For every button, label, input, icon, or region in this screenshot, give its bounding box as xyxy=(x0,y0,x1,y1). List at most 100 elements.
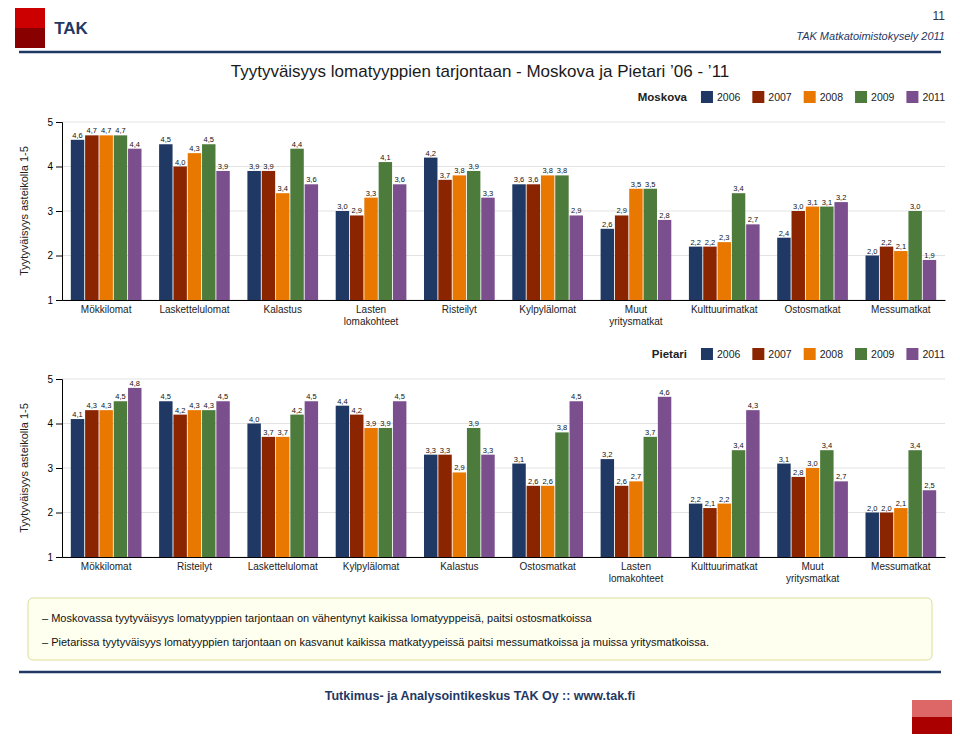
x-tick: Ostosmatkat xyxy=(520,561,576,572)
x-tick-label: Kulttuurimatkat xyxy=(691,561,758,572)
bar xyxy=(247,171,260,300)
bar xyxy=(820,450,833,557)
x-tick-label-line: Ostosmatkat xyxy=(520,561,576,572)
bar xyxy=(71,419,84,557)
y-tick-mark xyxy=(56,256,62,257)
x-tick-label: Mökkilomat xyxy=(81,561,132,572)
bar xyxy=(923,260,936,300)
chart: 4,64,53,93,04,23,62,62,22,42,04,74,03,92… xyxy=(18,91,946,345)
bar xyxy=(512,464,525,557)
bar-series xyxy=(128,149,936,300)
x-tick: Kulttuurimatkat xyxy=(691,561,758,572)
x-axis: MökkilomatLaskettelulomatKalastusLastenl… xyxy=(63,301,946,327)
bar xyxy=(894,251,907,300)
x-axis: MökkilomatRisteilytLaskettelulomatKylpyl… xyxy=(63,558,946,584)
data-label: 2,2 xyxy=(690,495,700,504)
bar xyxy=(718,504,731,557)
data-label: 4,4 xyxy=(292,140,302,149)
y-tick: 1 xyxy=(47,295,62,306)
footnote-box xyxy=(28,598,932,660)
bar xyxy=(806,468,819,557)
data-label: 2,9 xyxy=(454,463,464,472)
x-tick: Ostosmatkat xyxy=(784,304,840,315)
bar xyxy=(128,388,141,557)
bar xyxy=(527,486,540,557)
bar xyxy=(658,397,671,557)
bar xyxy=(424,158,437,300)
bar xyxy=(114,135,127,300)
data-label: 2,6 xyxy=(616,477,626,486)
x-tick-label-line: lomakohteet xyxy=(609,573,664,584)
data-label: 3,4 xyxy=(733,441,743,450)
y-tick: 5 xyxy=(47,117,62,128)
y-axis-line xyxy=(56,380,63,558)
legend-label: 2006 xyxy=(717,91,741,103)
x-axis-line xyxy=(63,300,946,301)
data-label: 4,3 xyxy=(87,401,97,410)
x-tick-label-line: Messumatkat xyxy=(871,304,931,315)
data-label: 4,3 xyxy=(101,401,111,410)
x-tick-label: Kulttuurimatkat xyxy=(691,304,758,315)
x-tick-label-line: Messumatkat xyxy=(871,561,931,572)
data-label: 3,9 xyxy=(468,162,478,171)
bar xyxy=(114,401,127,557)
legend-swatch xyxy=(804,348,816,360)
data-label: 2,9 xyxy=(571,206,581,215)
bar xyxy=(629,481,642,557)
grid-line xyxy=(62,379,945,380)
logo-mark xyxy=(15,28,45,48)
x-tick: Messumatkat xyxy=(871,561,931,572)
bar-series xyxy=(99,135,907,300)
data-label: 4,2 xyxy=(292,406,302,415)
bar-series xyxy=(71,140,879,300)
data-label: 3,8 xyxy=(542,166,552,175)
bar xyxy=(99,410,112,557)
footer-text: Tutkimus- ja Analysointikeskus TAK Oy ::… xyxy=(325,689,635,703)
footnote: – Moskovassa tyytyväisyys lomatyyppien t… xyxy=(42,612,593,624)
x-tick-label-line: Muut xyxy=(625,304,647,315)
x-tick-label: Muutyritysmatkat xyxy=(609,304,663,327)
bar xyxy=(188,410,201,557)
data-label: 3,3 xyxy=(483,189,493,198)
data-label: 3,8 xyxy=(557,166,567,175)
logo-background xyxy=(15,8,97,48)
x-tick-label-line: Kalastus xyxy=(440,561,478,572)
x-tick-label: Ostosmatkat xyxy=(784,304,840,315)
x-tick-label-line: lomakohteet xyxy=(344,316,399,327)
data-label: 4,5 xyxy=(218,392,228,401)
data-label: 4,5 xyxy=(204,135,214,144)
x-tick-label-line: Lasten xyxy=(621,561,651,572)
data-label: 4,5 xyxy=(115,392,125,401)
legend-swatch xyxy=(752,348,764,360)
data-label: 3,2 xyxy=(836,193,846,202)
x-tick-label-line: Laskettelulomat xyxy=(248,561,318,572)
data-label: 4,4 xyxy=(130,140,140,149)
x-tick: Mökkilomat xyxy=(81,304,132,315)
header-text: TAK Matkatoimistokysely 2011 xyxy=(796,30,945,42)
y-tick-label: 1 xyxy=(47,552,53,563)
bar xyxy=(173,167,186,301)
data-label: 3,3 xyxy=(483,446,493,455)
bar xyxy=(379,162,392,300)
data-label: 2,2 xyxy=(705,238,715,247)
chart-container: TAK11TAK Matkatoimistokysely 2011Tyytyvä… xyxy=(0,0,960,738)
legend: Moskova20062007200820092011 xyxy=(638,91,945,103)
data-label: 2,6 xyxy=(542,477,552,486)
legend-label: 2011 xyxy=(922,348,945,360)
y-tick-mark xyxy=(56,211,62,212)
data-label: 2,0 xyxy=(867,247,877,256)
data-label: 4,6 xyxy=(72,131,82,140)
data-label: 4,3 xyxy=(189,401,199,410)
bar xyxy=(173,415,186,557)
y-tick-mark xyxy=(56,122,62,123)
legend-label: 2006 xyxy=(717,348,741,360)
bar xyxy=(350,215,363,300)
y-tick-mark xyxy=(56,513,62,514)
bar xyxy=(777,238,790,300)
bar xyxy=(880,247,893,300)
bar xyxy=(159,144,172,300)
y-tick-label: 5 xyxy=(47,117,53,128)
bar xyxy=(512,184,525,300)
bars xyxy=(71,135,936,300)
x-tick-label-line: Risteilyt xyxy=(442,304,477,315)
